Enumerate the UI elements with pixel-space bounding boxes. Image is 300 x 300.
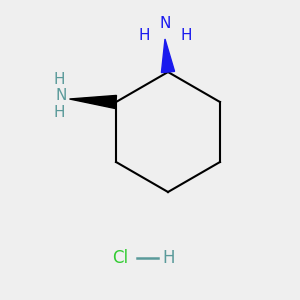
Polygon shape [70, 95, 116, 109]
Text: H: H [53, 105, 65, 120]
Text: H: H [138, 28, 150, 44]
Text: N: N [55, 88, 67, 104]
Text: H: H [180, 28, 192, 44]
Text: Cl: Cl [112, 249, 128, 267]
Text: H: H [53, 72, 65, 87]
Text: N: N [159, 16, 171, 32]
Polygon shape [161, 39, 175, 73]
Text: H: H [162, 249, 175, 267]
